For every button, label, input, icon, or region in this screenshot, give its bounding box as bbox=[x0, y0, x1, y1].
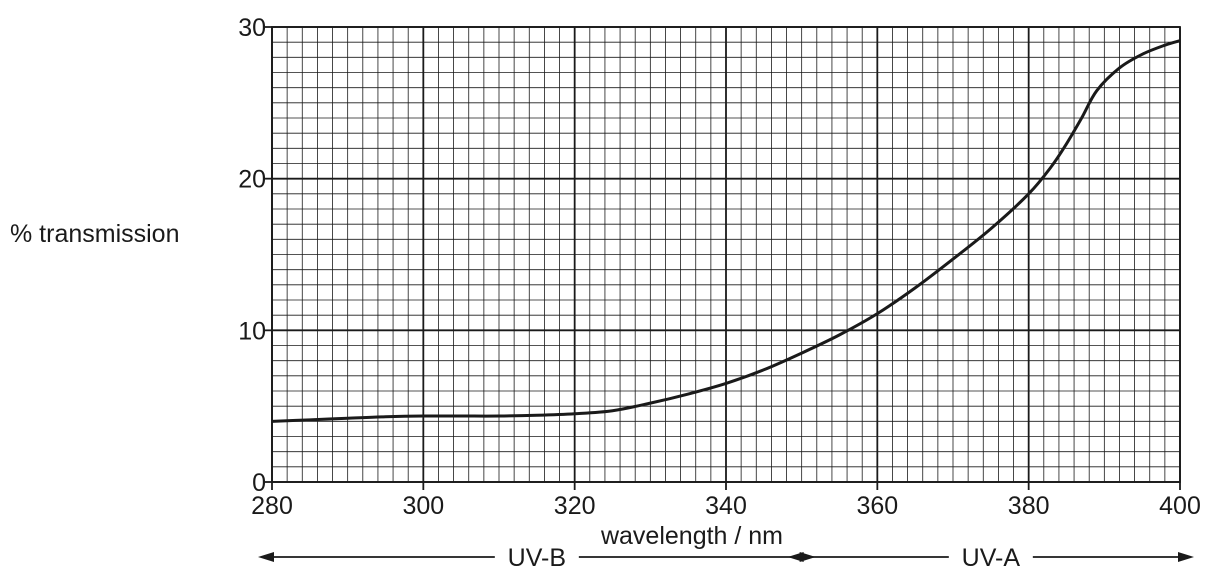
arrow-left-icon bbox=[787, 552, 804, 562]
x-tick-label: 320 bbox=[554, 492, 596, 520]
band-label: UV-A bbox=[962, 544, 1021, 570]
x-tick-label: 340 bbox=[705, 492, 747, 520]
plot-frame bbox=[271, 26, 1181, 483]
arrow-left-icon bbox=[258, 552, 274, 562]
x-tick-label: 360 bbox=[856, 492, 898, 520]
y-tick-label: 10 bbox=[238, 317, 266, 345]
band-label: UV-B bbox=[508, 544, 566, 570]
transmission-curve bbox=[271, 39, 1181, 423]
grid-major bbox=[264, 26, 1181, 490]
x-tick-labels: 280 300 320 340 360 380 400 bbox=[251, 492, 1201, 520]
x-tick-label: 300 bbox=[402, 492, 444, 520]
y-tick-label: 30 bbox=[238, 14, 266, 42]
x-tick-label: 400 bbox=[1159, 492, 1201, 520]
arrow-right-icon bbox=[1178, 552, 1194, 562]
uv-bands: UV-B UV-A bbox=[258, 544, 1194, 570]
x-tick-label: 380 bbox=[1008, 492, 1050, 520]
y-tick-labels: 0 10 20 30 bbox=[238, 14, 266, 497]
x-axis-title: wavelength / nm bbox=[600, 522, 783, 550]
y-tick-label: 0 bbox=[252, 469, 266, 497]
curve-layer bbox=[271, 39, 1181, 423]
x-tick-label: 280 bbox=[251, 492, 293, 520]
y-axis-title: % transmission bbox=[10, 220, 180, 248]
y-tick-label: 20 bbox=[238, 166, 266, 194]
